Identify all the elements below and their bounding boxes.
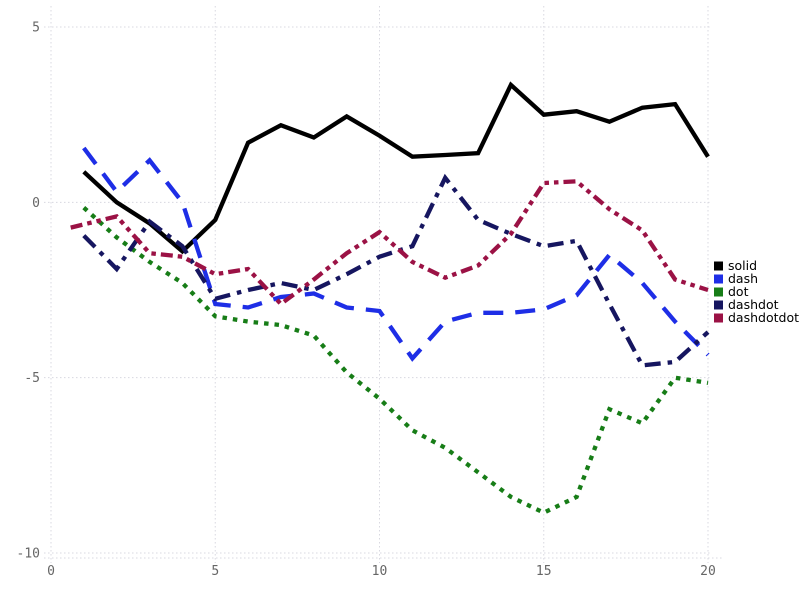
y-tick-label--10: -10 [17,547,40,562]
y-tick-label--5: -5 [24,371,40,386]
grid-layer [44,6,722,563]
tick-labels: 0 5 10 15 20 5 0 -5 -10 [17,21,716,580]
legend-label-solid: solid [728,258,757,273]
legend-label-dashdotdot: dashdotdot [728,310,799,325]
x-tick-label-15: 15 [536,564,552,579]
series-line-dash [82,146,710,362]
series-line-dot [82,206,709,516]
legend-label-dash: dash [728,271,758,286]
x-tick-label-5: 5 [211,564,219,579]
series-line-dashdotdot [70,179,709,307]
legend-label-dashdot: dashdot [728,297,779,312]
legend-swatch-dashdot [714,300,723,310]
x-tick-label-20: 20 [700,564,716,579]
legend-swatch-dot [714,287,723,297]
legend-swatch-dashdotdot [714,313,723,323]
legend-swatch-dash [714,274,723,284]
y-tick-label-5: 5 [32,21,40,36]
legend-swatch-solid [714,261,723,271]
y-tick-label-0: 0 [32,196,40,211]
series-line-solid [82,81,710,255]
legend-label-dot: dot [728,284,749,299]
series-layer [70,81,710,516]
x-tick-label-10: 10 [372,564,388,579]
x-tick-label-0: 0 [47,564,55,579]
